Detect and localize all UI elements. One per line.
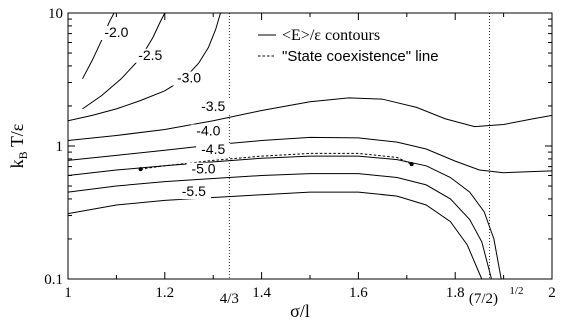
contour-label-bg-2 bbox=[133, 48, 168, 63]
y-axis-title: kB T/ε bbox=[7, 123, 30, 168]
coexistence-line bbox=[140, 152, 412, 170]
legend-label-1: <E>/ε contours bbox=[282, 27, 380, 44]
contour-label-6: -4.5 bbox=[201, 141, 225, 157]
contour-line-1 bbox=[82, 13, 115, 80]
contour-label-1: -2.0 bbox=[104, 24, 128, 40]
contour-label-bg-7 bbox=[186, 162, 221, 177]
contour-line-4 bbox=[68, 97, 552, 141]
y-tick-label-2: 1 bbox=[56, 139, 64, 155]
contour-label-5: -4.0 bbox=[196, 122, 220, 138]
contour-label-bg-1 bbox=[99, 26, 134, 41]
x-tick-label-3: 1.4 bbox=[252, 285, 271, 301]
y-tick-label-3: 10 bbox=[48, 6, 63, 22]
reference-label-1: 4/3 bbox=[220, 291, 239, 307]
contour-line-5 bbox=[68, 136, 552, 174]
contour-label-3: -3.0 bbox=[177, 70, 201, 86]
legend-label-2: "State coexistence" line bbox=[282, 48, 439, 65]
x-axis-title: σ/l bbox=[290, 301, 310, 321]
contour-label-bg-6 bbox=[196, 143, 231, 158]
x-tick-label-5: 1.8 bbox=[446, 285, 465, 301]
contour-line-8 bbox=[68, 191, 483, 279]
y-tick-label-1: 0.1 bbox=[44, 272, 63, 288]
contour-line-7 bbox=[68, 173, 492, 279]
contour-label-bg-5 bbox=[191, 124, 226, 139]
coexistence-endpoint-2 bbox=[409, 162, 414, 167]
contour-label-bg-8 bbox=[176, 185, 211, 200]
contour-label-2: -2.5 bbox=[138, 47, 162, 63]
x-tick-label-2: 1.2 bbox=[155, 285, 174, 301]
contour-label-bg-3 bbox=[172, 71, 206, 86]
contour-label-bg-4 bbox=[196, 100, 231, 115]
contour-label-4: -3.5 bbox=[201, 98, 225, 114]
coexistence-endpoint-1 bbox=[138, 167, 143, 172]
reference-label-2: (7/2) bbox=[469, 291, 498, 307]
x-tick-label-4: 1.6 bbox=[349, 285, 368, 301]
contour-label-8: -5.5 bbox=[182, 183, 206, 199]
x-tick-label-6: 2 bbox=[548, 285, 556, 301]
x-tick-label-1: 1 bbox=[64, 285, 72, 301]
contour-label-7: -5.0 bbox=[191, 161, 215, 177]
reference-label-2-superscript: 1/2 bbox=[509, 285, 523, 297]
